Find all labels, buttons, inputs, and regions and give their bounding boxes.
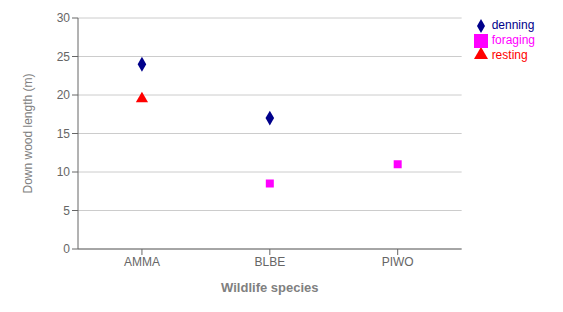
html-text:resting: resting [491,47,528,62]
svg-text:Down wood length (m): Down wood length (m) [21,73,35,193]
svg-text:0: 0 [63,242,70,256]
svg-text:Wildlife species: Wildlife species [221,280,318,295]
svg-text:10: 10 [57,165,71,179]
svg-text:5: 5 [63,204,70,218]
svg-text:AMMA: AMMA [124,255,160,269]
svg-text:30: 30 [57,11,71,25]
svg-text:BLBE: BLBE [254,255,285,269]
html-text:denning: denning [491,18,535,32]
html-text:foraging: foraging [491,32,535,47]
svg-text:20: 20 [57,88,71,102]
svg-text:PIWO: PIWO [382,255,414,269]
svg-text:15: 15 [57,127,71,141]
svg-text:25: 25 [57,50,71,64]
